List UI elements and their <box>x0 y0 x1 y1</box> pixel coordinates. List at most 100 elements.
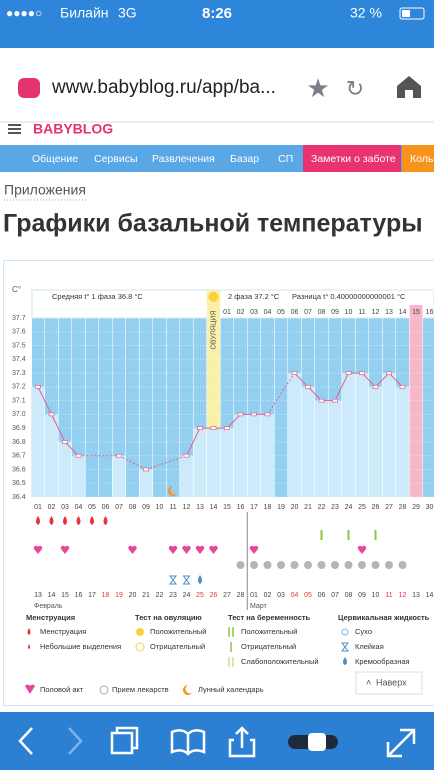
medication <box>304 561 312 569</box>
difference: Разница t° 0.40000000000001 °C <box>292 292 406 301</box>
nav-item[interactable]: Базар <box>230 153 259 165</box>
bar <box>315 401 329 497</box>
date-label: 24 <box>183 592 191 599</box>
legend-icon <box>136 643 144 651</box>
y-tick-label: 36.4 <box>12 494 26 501</box>
date-label: 04 <box>291 592 299 599</box>
phase2-day: 06 <box>291 309 299 316</box>
medication <box>264 561 272 569</box>
toolbar <box>0 712 434 770</box>
bar <box>31 387 45 497</box>
bar <box>288 373 302 497</box>
date-label: 10 <box>372 592 380 599</box>
x-tick-label: 10 <box>156 504 164 511</box>
phase2-day: 10 <box>345 309 353 316</box>
legend-item: Лунный календарь <box>198 685 264 694</box>
x-tick-label: 03 <box>61 504 69 511</box>
date-label: 23 <box>169 592 177 599</box>
heading: Графики базальной температуры <box>3 210 423 238</box>
legend-item: Клейкая <box>355 642 384 651</box>
date-label: 11 <box>385 592 392 599</box>
nav-item[interactable]: СП <box>278 153 293 165</box>
carrier: Билайн <box>60 5 109 21</box>
y-axis-label: C° <box>12 285 21 294</box>
legend-title: Менструация <box>26 613 75 622</box>
legend-item: Отрицательный <box>241 642 296 651</box>
bar <box>58 442 72 497</box>
point <box>238 413 243 416</box>
point <box>63 440 68 443</box>
phase2-day: 08 <box>318 309 326 316</box>
url[interactable]: www.babyblog.ru/app/ba... <box>51 77 276 98</box>
legend-title: Цервикальная жидкость <box>338 613 430 622</box>
x-tick-label: 14 <box>210 504 218 511</box>
point <box>252 413 257 416</box>
toggle-knob <box>308 733 326 751</box>
bar <box>355 373 369 497</box>
scroll-top-label[interactable]: Наверх <box>376 677 407 687</box>
reload[interactable]: ↻ <box>346 76 364 101</box>
nav-item[interactable]: Заметки о заботе <box>311 153 396 165</box>
logo[interactable]: BABYBLOG <box>33 121 113 137</box>
medication <box>331 561 339 569</box>
x-tick-label: 01 <box>34 504 42 511</box>
ovulation-label: ОВУЛЯЦИЯ <box>210 310 217 349</box>
scroll-top-arrow: ˄ <box>366 677 371 687</box>
battery-level <box>402 10 410 17</box>
point <box>306 385 311 388</box>
nav-item[interactable]: Сервисы <box>94 153 138 165</box>
point <box>184 454 189 457</box>
month-label: Февраль <box>34 603 63 610</box>
date-label: 12 <box>399 592 407 599</box>
legend-item: Положительный <box>150 627 206 636</box>
date-label: 01 <box>250 592 258 599</box>
bookmark-star[interactable]: ★ <box>306 73 329 103</box>
x-tick-label: 29 <box>412 504 420 511</box>
bar <box>342 373 356 497</box>
menu[interactable] <box>8 125 21 133</box>
breadcrumb[interactable]: Приложения <box>4 182 86 198</box>
bar <box>301 387 315 497</box>
signal: ●●●●○ <box>6 6 42 20</box>
x-tick-label: 24 <box>345 504 353 511</box>
bar <box>112 456 126 497</box>
x-tick-label: 27 <box>385 504 393 511</box>
x-tick-label: 28 <box>399 504 407 511</box>
date-label: 20 <box>129 592 137 599</box>
nav-item[interactable]: Развлечения <box>152 153 215 165</box>
x-tick-label: 21 <box>304 504 312 511</box>
date-label: 18 <box>102 592 110 599</box>
point <box>292 372 297 375</box>
y-tick-label: 37.0 <box>12 411 26 418</box>
nav-item[interactable]: Общение <box>32 153 78 165</box>
point <box>373 385 378 388</box>
x-tick-label: 26 <box>372 504 380 511</box>
medication <box>372 561 380 569</box>
point <box>333 399 338 402</box>
point <box>198 427 203 430</box>
x-tick-label: 12 <box>183 504 191 511</box>
battery: 32 % <box>350 5 382 21</box>
medication <box>318 561 326 569</box>
x-tick-label: 30 <box>426 504 434 511</box>
legend-item: Сухо <box>355 627 372 636</box>
x-tick-label: 06 <box>102 504 110 511</box>
phase2-day: 03 <box>250 309 258 316</box>
medication <box>250 561 258 569</box>
x-tick-label: 22 <box>318 504 326 511</box>
point <box>49 413 54 416</box>
bar <box>72 456 86 497</box>
point <box>400 385 405 388</box>
y-tick-label: 36.5 <box>12 480 26 487</box>
phase2: 2 фаза 37.2 °C <box>228 292 280 301</box>
phase2-day: 04 <box>264 309 272 316</box>
bar <box>261 414 275 497</box>
date-label: 19 <box>115 592 123 599</box>
date-label: 14 <box>426 592 434 599</box>
date-label: 21 <box>142 592 150 599</box>
nav-item[interactable]: Коль <box>410 153 434 165</box>
point <box>360 372 365 375</box>
phase2-day: 02 <box>237 309 245 316</box>
bar <box>369 387 383 497</box>
